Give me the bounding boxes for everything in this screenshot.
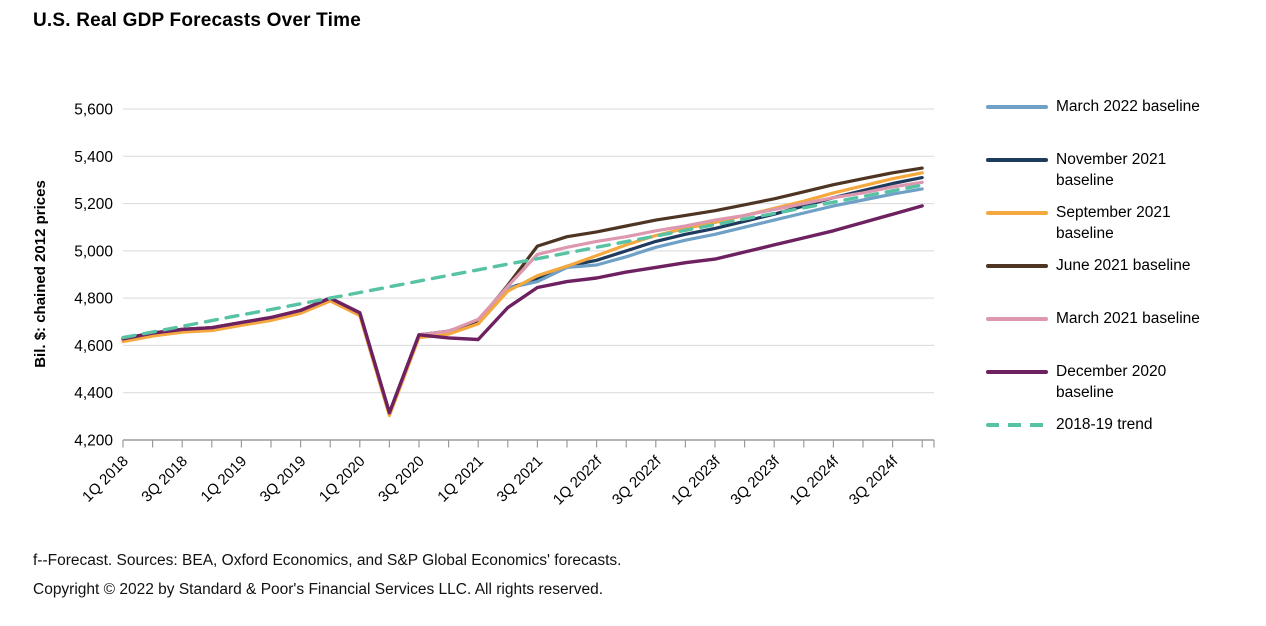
x-axis-tick-label: 3Q 2024f [846,452,902,508]
y-axis-title: Bil. $: chained 2012 prices [32,180,49,368]
legend-item-december-2020-baseline: December 2020 baseline [986,361,1250,403]
y-axis-tick-label: 5,400 [74,149,113,166]
series-2018-19-trend [121,183,924,340]
legend-label: December 2020 baseline [1056,363,1167,401]
legend-swatch-march-2021-baseline [986,317,1048,321]
legend-swatch-december-2020-baseline [986,370,1048,374]
legend-swatch-june-2021-baseline [986,264,1048,268]
x-axis-tick-label: 3Q 2023f [727,452,783,508]
series-march-2022-baseline [121,187,924,415]
legend-item-2018-19-trend: 2018-19 trend [986,414,1250,435]
legend-swatch-september-2021-baseline [986,211,1048,215]
y-axis-tick-label: 4,200 [74,433,113,450]
legend-item-march-2022-baseline: March 2022 baseline [986,96,1250,117]
y-axis-tick-label: 5,200 [74,196,113,213]
x-axis-tick-label: 1Q 2020 [316,453,369,506]
x-axis-tick-label: 3Q 2021 [494,453,547,506]
legend-item-september-2021-baseline: September 2021 baseline [986,202,1250,244]
legend-swatch-2018-19-trend [986,423,1048,427]
y-axis-tick-label: 5,000 [74,243,113,260]
series-december-2020-baseline [121,204,924,415]
legend-item-june-2021-baseline: June 2021 baseline [986,255,1250,276]
copyright-note: Copyright © 2022 by Standard & Poor's Fi… [33,581,604,598]
y-axis-tick-label: 5,600 [74,102,113,119]
x-axis-tick-label: 1Q 2023f [668,452,724,508]
x-axis-tick-label: 1Q 2022f [550,452,606,508]
y-axis-tick-label: 4,400 [74,385,113,402]
legend-swatch-march-2022-baseline [986,105,1048,109]
x-axis-tick-label: 3Q 2018 [138,453,191,506]
x-axis-tick-label: 3Q 2022f [609,452,665,508]
x-axis-tick-label: 1Q 2019 [198,453,251,506]
legend-item-november-2021-baseline: November 2021 baseline [986,149,1250,191]
legend-label: September 2021 baseline [1056,204,1171,242]
chart-legend: March 2022 baseline November 2021 baselin… [986,96,1250,467]
series-september-2021-baseline [121,171,924,418]
x-axis-tick-label: 1Q 2018 [79,453,132,506]
x-axis-tick-label: 3Q 2020 [375,453,428,506]
legend-label: March 2021 baseline [1056,310,1200,327]
legend-label: 2018-19 trend [1056,416,1153,433]
x-axis-tick-label: 1Q 2021 [434,453,487,506]
legend-label: March 2022 baseline [1056,98,1200,115]
y-axis-tick-label: 4,600 [74,338,113,355]
legend-swatch-november-2021-baseline [986,158,1048,162]
y-axis-tick-label: 4,800 [74,291,113,308]
legend-item-march-2021-baseline: March 2021 baseline [986,308,1250,329]
gdp-line-chart: 4,200 4,400 4,600 4,800 5,000 5,200 5,400 5,600… [32,102,935,508]
legend-label: June 2021 baseline [1056,257,1191,274]
source-note: f--Forecast. Sources: BEA, Oxford Econom… [33,552,622,569]
legend-label: November 2021 baseline [1056,151,1167,189]
x-axis-tick-label: 1Q 2024f [787,452,843,508]
x-axis-tick-label: 3Q 2019 [257,453,310,506]
chart-title: U.S. Real GDP Forecasts Over Time [33,10,361,31]
